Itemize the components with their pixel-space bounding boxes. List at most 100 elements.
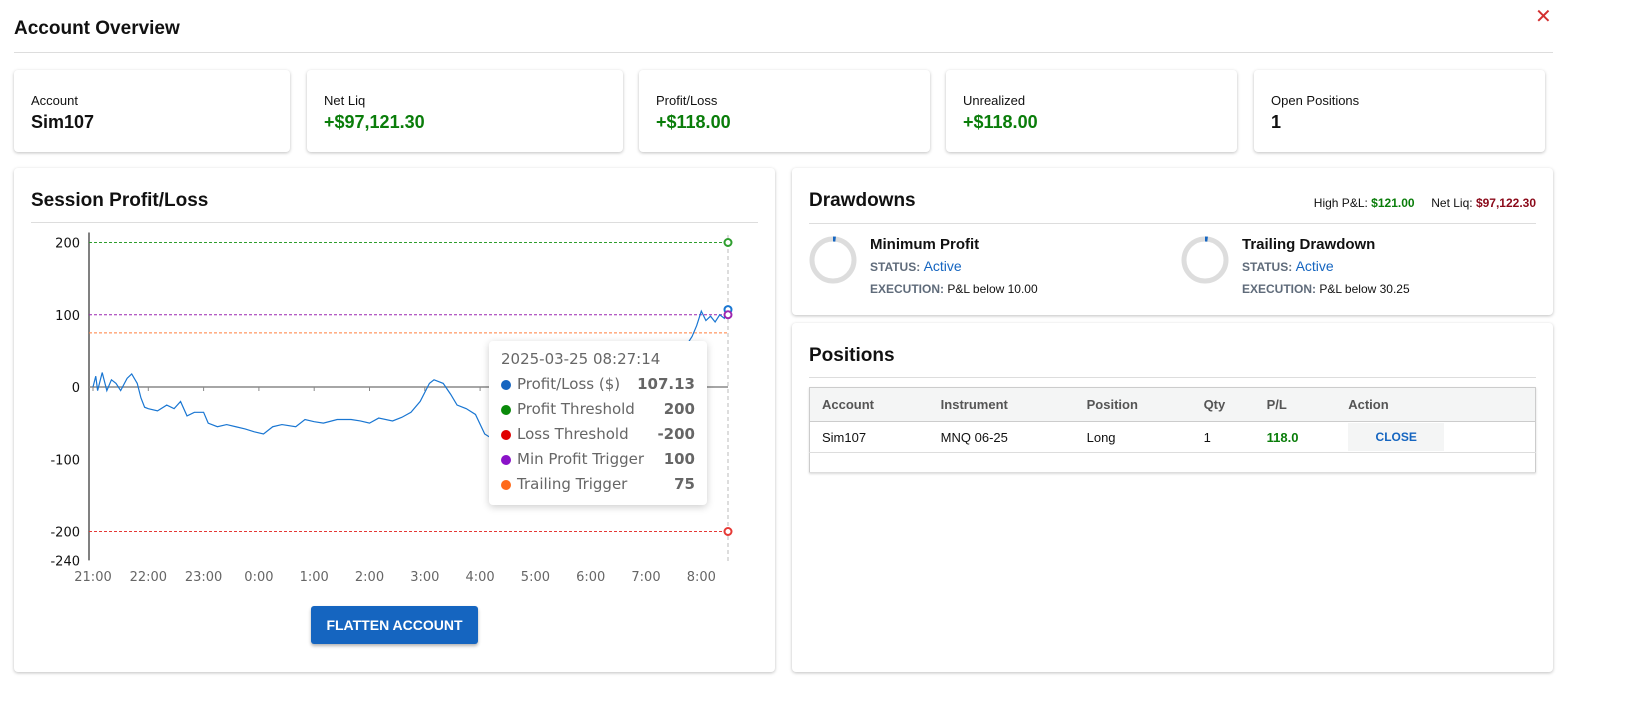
execution-value: P&L below 30.25 xyxy=(1319,282,1410,296)
y-tick-label: 0 xyxy=(72,381,80,396)
stat-value: 1 xyxy=(1271,112,1282,132)
table-header: Account Instrument Position Qty P/L Acti… xyxy=(809,387,1536,422)
chart-tooltip: 2025-03-25 08:27:14 Profit/Loss ($) 107.1… xyxy=(489,341,707,505)
execution-label: EXECUTION: xyxy=(1242,282,1317,296)
tooltip-label: Min Profit Trigger xyxy=(517,450,645,468)
status-value: Active xyxy=(1295,258,1334,274)
progress-ring xyxy=(809,236,857,284)
stat-label: Unrealized xyxy=(963,93,1026,108)
drawdown-summary: High P&L: $121.00 Net Liq: $97,122.30 xyxy=(1314,196,1536,210)
y-tick-label: -100 xyxy=(50,453,80,468)
stat-card-unrealized: Unrealized +$118.00 xyxy=(946,70,1237,152)
tooltip-row: Trailing Trigger 75 xyxy=(501,475,695,495)
empty-row xyxy=(809,452,1536,473)
stat-value: +$118.00 xyxy=(656,112,731,132)
legend-dot-icon xyxy=(501,479,511,490)
x-tick-label: 4:00 xyxy=(465,570,494,585)
x-tick-label: 8:00 xyxy=(687,570,716,585)
stat-label: Profit/Loss xyxy=(656,93,718,108)
stat-label: Net Liq xyxy=(324,93,366,108)
session-pl-card: Session Profit/Loss 200 100 0 -100 -200 -240 2… xyxy=(14,168,775,672)
x-tick-label: 6:00 xyxy=(576,570,605,585)
tooltip-row: Loss Threshold -200 xyxy=(501,425,695,445)
column-header[interactable]: Qty xyxy=(1191,387,1255,422)
legend-dot-icon xyxy=(501,454,511,465)
column-header[interactable]: Account xyxy=(809,387,929,422)
stat-value: Sim107 xyxy=(31,112,95,132)
legend-dot-icon xyxy=(501,429,511,440)
net-liq-label: Net Liq: xyxy=(1431,196,1473,210)
close-position-button[interactable]: CLOSE xyxy=(1348,423,1445,451)
flatten-account-button[interactable]: FLATTEN ACCOUNT xyxy=(311,606,478,644)
tooltip-row: Profit Threshold 200 xyxy=(501,400,695,420)
x-tick-label: 7:00 xyxy=(631,570,660,585)
progress-ring xyxy=(1181,236,1229,284)
table-row: Sim107 MNQ 06-25 Long 1 118.0 CLOSE xyxy=(809,421,1536,453)
column-header[interactable]: Position xyxy=(1074,387,1192,422)
y-tick-label: -240 xyxy=(50,554,80,569)
tooltip-label: Profit/Loss ($) xyxy=(517,375,621,393)
column-header[interactable]: Instrument xyxy=(928,387,1075,422)
x-tick-label: 1:00 xyxy=(300,570,329,585)
stat-label: Open Positions xyxy=(1271,93,1360,108)
stat-card-account: Account Sim107 xyxy=(14,70,290,152)
drawdown-title: Trailing Drawdown xyxy=(1242,236,1376,253)
y-tick-label: 200 xyxy=(55,237,80,252)
tooltip-label: Trailing Trigger xyxy=(517,475,628,493)
stat-value: +$97,121.30 xyxy=(324,112,425,132)
x-tick-label: 0:00 xyxy=(244,570,273,585)
x-tick-label: 23:00 xyxy=(185,570,222,585)
tooltip-value: 107.13 xyxy=(637,375,695,393)
positions-table: Account Instrument Position Qty P/L Acti… xyxy=(809,387,1536,473)
status-label: STATUS: xyxy=(870,260,921,274)
cell-position: Long xyxy=(1074,421,1192,453)
drawdown-title: Minimum Profit xyxy=(870,236,980,253)
close-x-icon[interactable]: ✕ xyxy=(1535,6,1552,28)
x-tick-label: 3:00 xyxy=(410,570,439,585)
hover-point xyxy=(723,310,733,320)
cell-pl: 118.0 xyxy=(1254,421,1337,453)
x-tick-label: 2:00 xyxy=(355,570,384,585)
stat-card-net-liq: Net Liq +$97,121.30 xyxy=(307,70,623,152)
cell-action: CLOSE xyxy=(1336,421,1536,453)
hover-point xyxy=(723,238,733,247)
hover-point xyxy=(723,527,733,536)
column-header[interactable]: P/L xyxy=(1254,387,1337,422)
tooltip-label: Loss Threshold xyxy=(517,425,629,443)
tooltip-value: 100 xyxy=(663,450,695,468)
drawdowns-card: Drawdowns High P&L: $121.00 Net Liq: $97… xyxy=(792,168,1553,315)
tooltip-label: Profit Threshold xyxy=(517,400,635,418)
divider xyxy=(31,222,758,223)
execution-value: P&L below 10.00 xyxy=(947,282,1038,296)
x-tick-label: 5:00 xyxy=(521,570,550,585)
divider xyxy=(809,377,1536,378)
legend-dot-icon xyxy=(501,404,511,415)
x-tick-label: 21:00 xyxy=(74,570,111,585)
session-title: Session Profit/Loss xyxy=(31,190,209,211)
status-label: STATUS: xyxy=(1242,260,1293,274)
x-tick-label: 22:00 xyxy=(130,570,167,585)
status-value: Active xyxy=(923,258,962,274)
cell-qty: 1 xyxy=(1191,421,1255,453)
tooltip-timestamp: 2025-03-25 08:27:14 xyxy=(501,350,661,368)
divider xyxy=(14,52,1553,53)
legend-dot-icon xyxy=(501,379,511,390)
drawdowns-title: Drawdowns xyxy=(809,190,916,211)
high-pl-label: High P&L: xyxy=(1313,196,1368,210)
column-header[interactable]: Action xyxy=(1336,387,1536,422)
divider xyxy=(809,223,1536,224)
tooltip-value: 75 xyxy=(674,475,695,493)
stat-value: +$118.00 xyxy=(963,112,1038,132)
tooltip-row: Profit/Loss ($) 107.13 xyxy=(501,375,695,395)
positions-title: Positions xyxy=(809,345,895,366)
stat-card-profit-loss: Profit/Loss +$118.00 xyxy=(639,70,930,152)
tooltip-value: 200 xyxy=(663,400,695,418)
stat-card-open-positions: Open Positions 1 xyxy=(1254,70,1545,152)
stat-label: Account xyxy=(31,93,78,108)
page-title: Account Overview xyxy=(14,18,180,39)
tooltip-row: Min Profit Trigger 100 xyxy=(501,450,695,470)
y-tick-label: 100 xyxy=(55,309,80,324)
cell-instrument: MNQ 06-25 xyxy=(928,421,1075,453)
tooltip-value: -200 xyxy=(657,425,695,443)
